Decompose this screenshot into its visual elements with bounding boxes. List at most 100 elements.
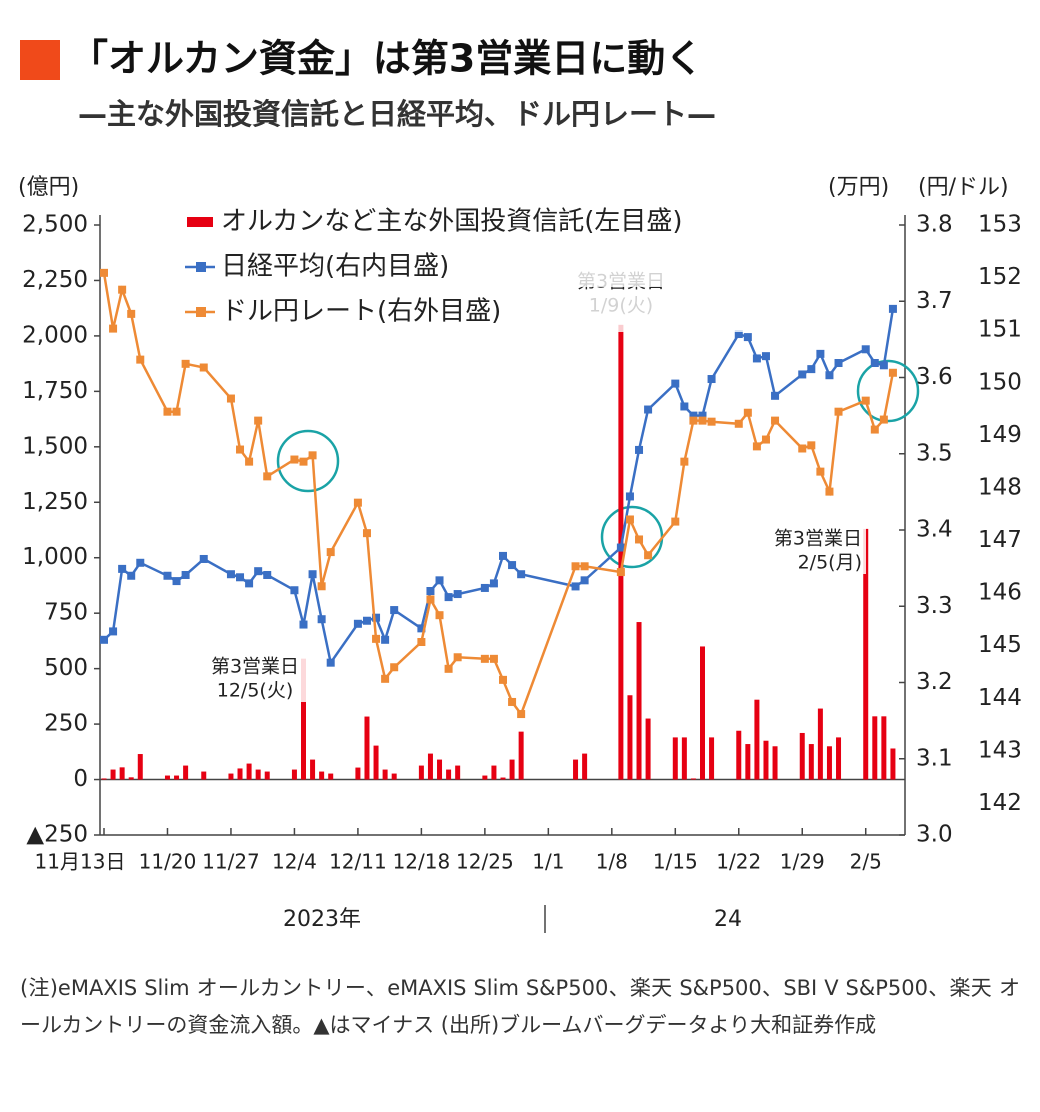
highlight-circle <box>856 359 920 423</box>
bar <box>509 759 515 780</box>
point <box>109 627 118 636</box>
bar <box>618 324 624 780</box>
bar <box>301 658 306 780</box>
point <box>571 582 580 591</box>
point <box>181 570 190 579</box>
bar <box>264 771 270 780</box>
y3ticks-label: 147 <box>978 527 1022 553</box>
x-tick-label: 12/11 <box>329 850 387 874</box>
bar <box>754 699 760 780</box>
bar <box>110 769 116 780</box>
point <box>381 674 390 683</box>
annotation-bg <box>201 678 309 702</box>
point <box>517 570 526 579</box>
bar <box>373 745 379 780</box>
yticks-label: 1,500 <box>22 433 88 459</box>
point <box>680 457 689 466</box>
point <box>226 394 235 403</box>
bar <box>582 753 588 780</box>
yticks-label: ▲250 <box>26 822 88 848</box>
point <box>861 396 870 405</box>
bar <box>799 732 805 780</box>
point <box>644 405 653 414</box>
bar <box>700 646 705 780</box>
x-tick-label: 11/27 <box>202 850 260 874</box>
y-axis-label: (億円) <box>18 175 79 200</box>
point <box>771 391 780 400</box>
bar <box>137 754 143 780</box>
point <box>172 407 181 416</box>
point <box>417 638 426 647</box>
bar <box>183 765 189 780</box>
point <box>761 435 770 444</box>
point <box>635 535 644 544</box>
point <box>172 577 181 586</box>
point <box>199 554 208 563</box>
point <box>435 576 444 585</box>
chart: 「オルカン資金」は第3営業日に動く —主な外国投資信託と日経平均、ドル円レート—… <box>18 37 1022 933</box>
bar <box>201 771 207 780</box>
point <box>426 587 435 595</box>
y3ticks-label: 149 <box>978 422 1022 448</box>
point <box>444 593 453 602</box>
legend-bg <box>183 247 763 287</box>
bar <box>128 777 134 780</box>
point <box>181 359 190 368</box>
y2ticks-label: 3.6 <box>916 364 953 390</box>
point <box>480 583 489 592</box>
bar <box>826 746 832 780</box>
bar <box>709 737 715 780</box>
y3ticks-label: 148 <box>978 474 1022 500</box>
bar <box>745 744 751 780</box>
y3ticks-label: 144 <box>978 685 1022 711</box>
bar <box>763 740 769 780</box>
yticks-label: 1,750 <box>22 378 88 404</box>
y2ticks-label: 3.5 <box>916 440 953 466</box>
yticks-label: 750 <box>44 600 88 626</box>
y3ticks-label: 142 <box>978 790 1022 816</box>
point <box>489 579 498 588</box>
point <box>245 579 254 588</box>
point <box>254 416 263 425</box>
y3ticks-label: 151 <box>978 317 1022 343</box>
point <box>226 570 235 579</box>
point <box>861 345 870 354</box>
point <box>580 576 589 585</box>
point <box>870 425 879 434</box>
point <box>508 561 517 570</box>
legend-swatch <box>196 307 206 317</box>
bar <box>437 759 443 780</box>
x-tick-label: 12/18 <box>393 850 451 874</box>
point <box>798 444 807 453</box>
y2ticks-label: 3.0 <box>916 822 953 848</box>
point <box>353 498 362 507</box>
point <box>616 568 625 577</box>
yticks-label: 1,250 <box>22 489 88 515</box>
point <box>707 375 716 384</box>
bar <box>391 773 397 780</box>
legend-label: 日経平均(右内目盛) <box>221 252 449 282</box>
point <box>372 613 381 622</box>
point <box>136 558 145 567</box>
x-tick-label: 1/29 <box>780 850 825 874</box>
point <box>109 324 118 333</box>
point <box>870 359 879 368</box>
point <box>136 355 145 364</box>
point <box>118 564 127 573</box>
bar <box>772 746 778 780</box>
y3ticks-label: 146 <box>978 580 1022 606</box>
point <box>353 619 362 628</box>
point <box>299 457 308 466</box>
x-tick-label: 12/4 <box>272 850 317 874</box>
x-tick-label: 11/20 <box>139 850 197 874</box>
legend-swatch <box>196 262 206 272</box>
point <box>888 304 897 313</box>
point <box>254 567 263 576</box>
point <box>290 455 299 464</box>
point <box>480 654 489 663</box>
point <box>879 415 888 424</box>
bar <box>636 622 642 780</box>
line <box>103 308 895 666</box>
highlight-circle <box>276 429 340 493</box>
year-label: 2023年 <box>283 907 361 932</box>
